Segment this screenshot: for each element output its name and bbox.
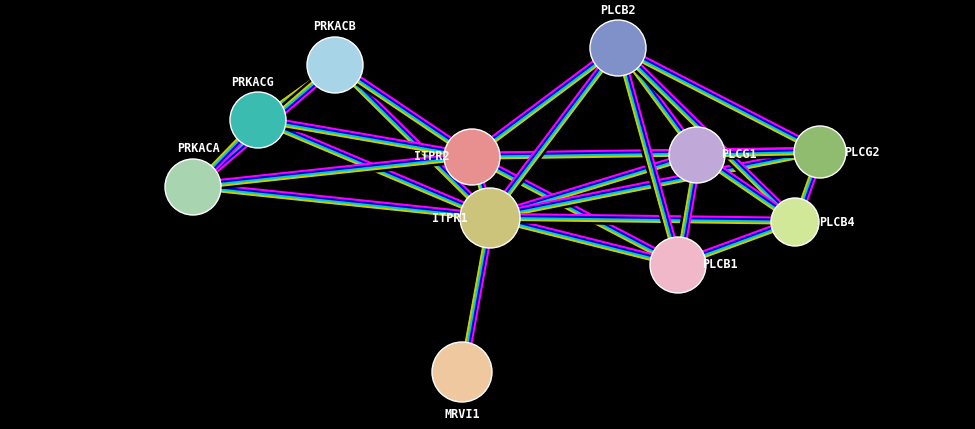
Circle shape — [230, 92, 286, 148]
Text: PRKACG: PRKACG — [232, 76, 274, 88]
Text: ITPR1: ITPR1 — [432, 211, 468, 224]
Circle shape — [590, 20, 646, 76]
Circle shape — [669, 127, 725, 183]
Circle shape — [460, 188, 520, 248]
Text: PLCG2: PLCG2 — [844, 145, 879, 158]
Circle shape — [444, 129, 500, 185]
Circle shape — [650, 237, 706, 293]
Text: MRVI1: MRVI1 — [445, 408, 480, 420]
Text: PRKACA: PRKACA — [176, 142, 219, 155]
Text: PLCB4: PLCB4 — [819, 215, 855, 229]
Circle shape — [307, 37, 363, 93]
Text: PLCB2: PLCB2 — [601, 3, 636, 16]
Text: PLCG1: PLCG1 — [722, 148, 757, 161]
Circle shape — [794, 126, 846, 178]
Text: PLCB1: PLCB1 — [702, 259, 738, 272]
Text: ITPR2: ITPR2 — [414, 151, 449, 163]
Text: PRKACB: PRKACB — [314, 21, 357, 33]
Circle shape — [432, 342, 492, 402]
Circle shape — [165, 159, 221, 215]
Circle shape — [771, 198, 819, 246]
